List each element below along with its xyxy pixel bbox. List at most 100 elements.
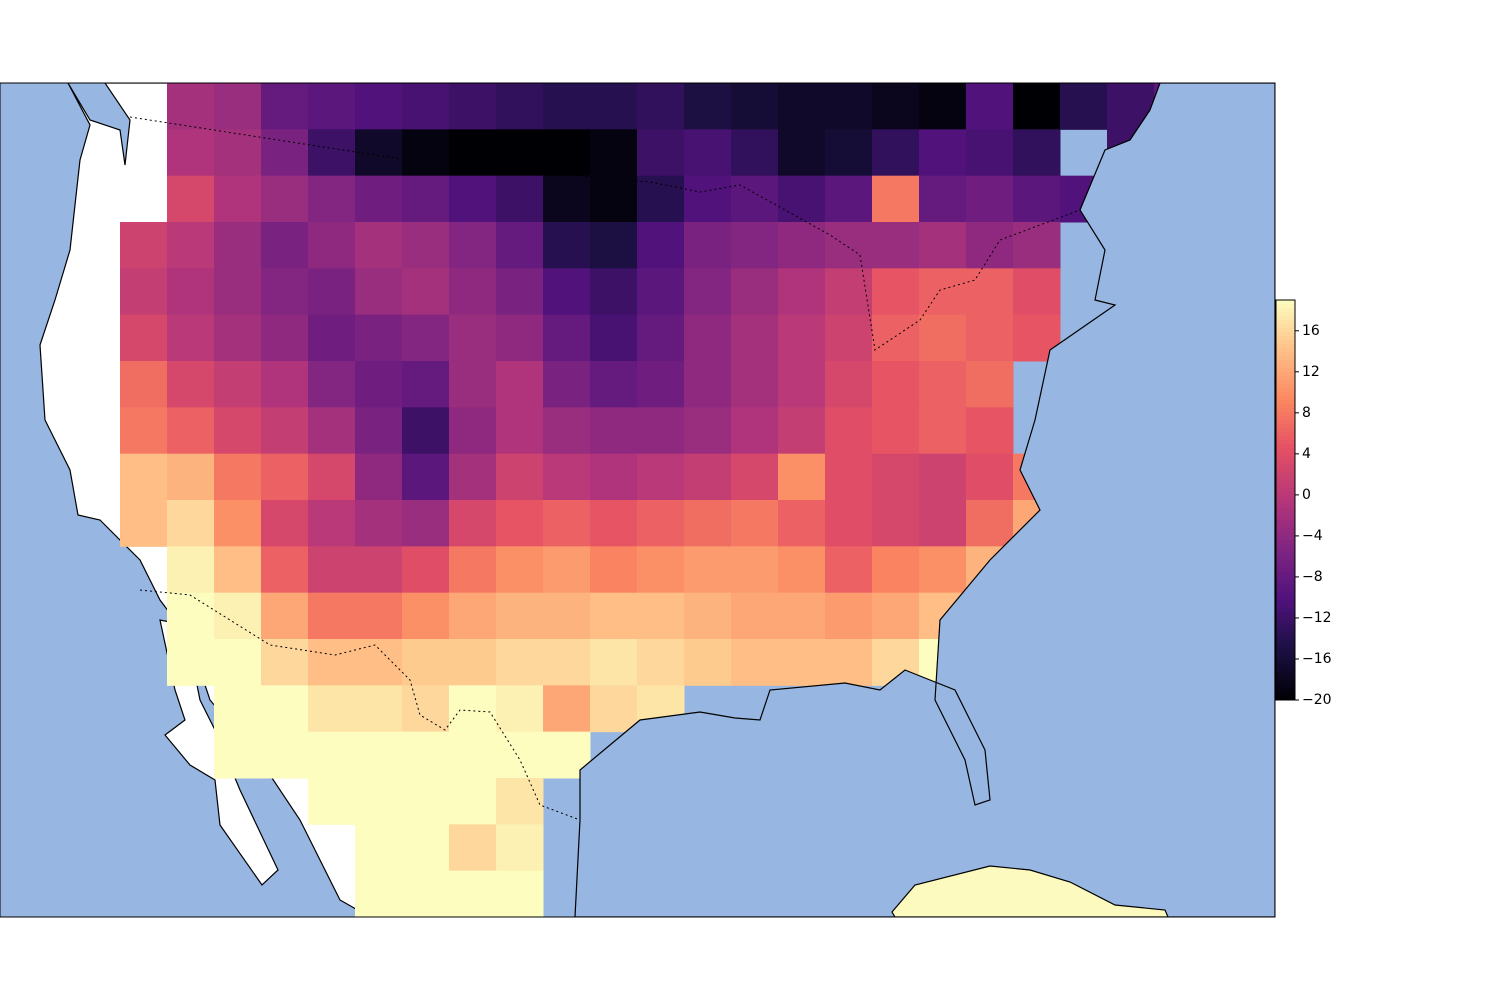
grid-cell: [543, 361, 591, 408]
grid-cell: [402, 824, 450, 872]
grid-cell: [496, 639, 544, 686]
grid-cell: [731, 500, 779, 547]
colorbar-step: [1276, 340, 1295, 345]
grid-cell: [778, 546, 826, 594]
grid-cell: [966, 407, 1014, 455]
grid-cell: [919, 407, 967, 455]
colorbar-step: [1276, 484, 1295, 489]
grid-cell: [684, 175, 732, 223]
colorbar-step: [1276, 408, 1295, 413]
grid-cell: [684, 361, 732, 408]
grid-cell: [778, 314, 826, 362]
grid-cell: [872, 407, 920, 455]
grid-cell: [402, 731, 450, 779]
grid-cell: [355, 83, 403, 130]
grid-cell: [590, 222, 638, 269]
colorbar-step: [1276, 692, 1295, 697]
grid-cell: [825, 546, 873, 594]
grid-cell: [778, 592, 826, 640]
grid-cell: [684, 222, 732, 269]
colorbar-step: [1276, 400, 1295, 405]
grid-cell: [966, 500, 1014, 547]
grid-cell: [637, 639, 685, 686]
grid-cell: [261, 175, 309, 223]
grid-cell: [778, 222, 826, 269]
grid-cell: [120, 268, 168, 316]
grid-cell: [778, 268, 826, 316]
grid-cell: [214, 546, 262, 594]
grid-cell: [214, 407, 262, 455]
colorbar-step: [1276, 300, 1295, 305]
colorbar-step: [1276, 304, 1295, 309]
grid-cell: [919, 500, 967, 547]
grid-cell: [308, 778, 356, 825]
colorbar-step: [1276, 668, 1295, 673]
grid-cell: [402, 83, 450, 130]
grid-cell: [1013, 129, 1061, 177]
grid-cell: [120, 314, 168, 362]
grid-cell: [120, 361, 168, 408]
colorbar-step: [1276, 624, 1295, 629]
grid-cell: [872, 546, 920, 594]
gulf: [574, 83, 1275, 917]
grid-cell: [778, 83, 826, 130]
colorbar-step: [1276, 360, 1295, 365]
grid-cell: [496, 685, 544, 733]
grid-cell: [731, 314, 779, 362]
grid-cell: [731, 129, 779, 177]
grid-cell: [684, 546, 732, 594]
grid-cell: [778, 500, 826, 547]
map-area: [0, 83, 1275, 917]
grid-cell: [308, 500, 356, 547]
grid-cell: [590, 407, 638, 455]
grid-cell: [731, 361, 779, 408]
grid-cell: [449, 83, 497, 130]
grid-cell: [355, 592, 403, 640]
grid-cell: [449, 407, 497, 455]
grid-cell: [684, 500, 732, 547]
colorbar-step: [1276, 376, 1295, 381]
grid-cell: [214, 731, 262, 779]
grid-cell: [1013, 175, 1061, 223]
grid-cell: [731, 268, 779, 316]
grid-cell: [214, 175, 262, 223]
colorbar-step: [1276, 448, 1295, 453]
grid-cell: [496, 407, 544, 455]
grid-cell: [214, 83, 262, 130]
grid-cell: [825, 592, 873, 640]
grid-cell: [543, 639, 591, 686]
colorbar-step: [1276, 392, 1295, 397]
grid-cell: [919, 129, 967, 177]
grid-cell: [825, 361, 873, 408]
grid-cell: [731, 407, 779, 455]
grid-cell: [402, 361, 450, 408]
grid-cell: [261, 685, 309, 733]
grid-cell: [167, 592, 215, 640]
grid-cell: [214, 222, 262, 269]
colorbar-step: [1276, 568, 1295, 573]
grid-cell: [120, 500, 168, 547]
grid-cell: [214, 453, 262, 501]
grid-cell: [543, 175, 591, 223]
grid-cell: [825, 175, 873, 223]
grid-cell: [120, 407, 168, 455]
colorbar-step: [1276, 676, 1295, 681]
colorbar-step: [1276, 592, 1295, 597]
grid-cell: [966, 222, 1014, 269]
grid-cell: [167, 129, 215, 177]
colorbar-step: [1276, 364, 1295, 369]
grid-cell: [167, 453, 215, 501]
grid-cell: [731, 175, 779, 223]
grid-cell: [966, 129, 1014, 177]
grid-cell: [261, 639, 309, 686]
colorbar-step: [1276, 492, 1295, 497]
grid-cell: [872, 83, 920, 130]
colorbar-step: [1276, 656, 1295, 661]
grid-cell: [449, 453, 497, 501]
grid-cell: [308, 222, 356, 269]
colorbar-step: [1276, 560, 1295, 565]
colorbar-tick-label: 4: [1302, 446, 1311, 462]
colorbar-step: [1276, 508, 1295, 513]
grid-cell: [308, 175, 356, 223]
